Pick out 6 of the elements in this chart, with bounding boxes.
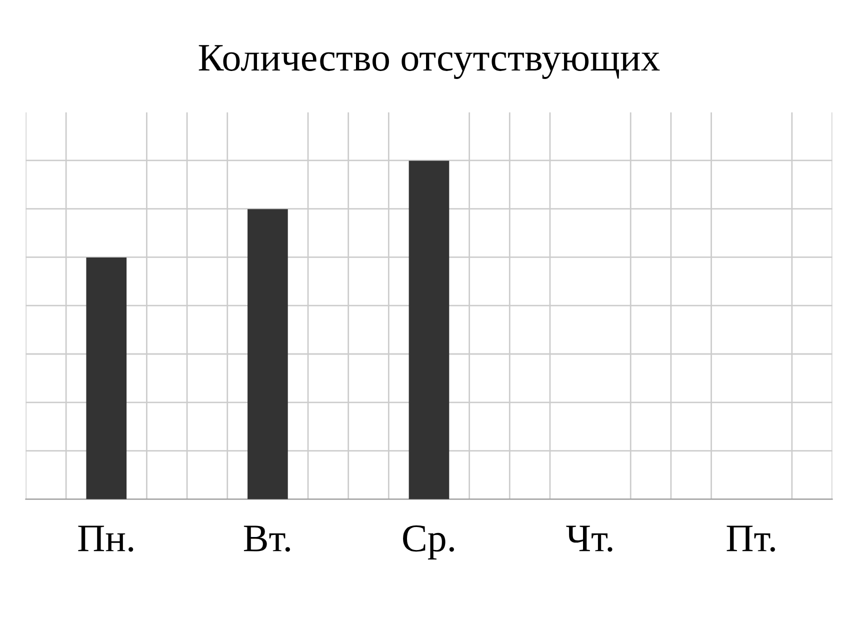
x-tick-label: Пн. bbox=[78, 526, 134, 552]
x-tick-label: Вт. bbox=[244, 526, 290, 552]
x-tick-label: Пт. bbox=[726, 526, 775, 552]
chart-title: Количество отсутствующих bbox=[198, 45, 660, 79]
x-tick-label: Чт. bbox=[566, 526, 612, 552]
x-tick-label: Ср. bbox=[403, 525, 454, 560]
